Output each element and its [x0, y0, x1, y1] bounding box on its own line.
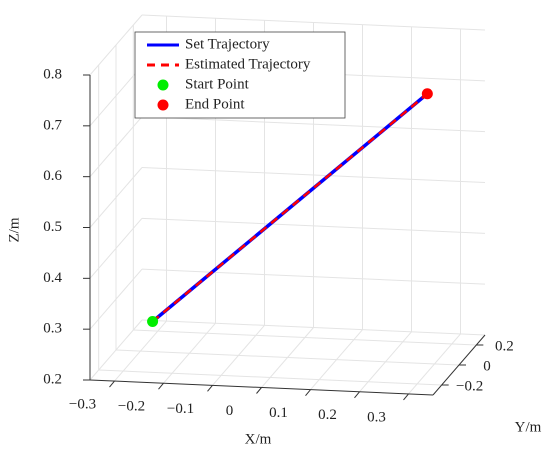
- z-tick-label: 0.8: [43, 66, 62, 82]
- x-tick-label: −0.3: [69, 397, 96, 413]
- z-tick-label: 0.4: [43, 270, 62, 286]
- grid-line: [133, 329, 477, 346]
- point-marker: [147, 316, 159, 328]
- legend-symbol: [157, 79, 169, 91]
- grid-line: [89, 65, 143, 127]
- legend-label: End Point: [185, 96, 245, 112]
- grid-line: [89, 116, 143, 177]
- grid-line: [89, 167, 143, 228]
- x-tick-label: −0.1: [167, 401, 194, 417]
- x-tick-label: 0.1: [269, 405, 288, 421]
- z-tick-label: 0.6: [43, 168, 62, 184]
- y-tick-label: 0.2: [495, 338, 514, 354]
- legend-label: Set Trajectory: [185, 36, 270, 52]
- y-tick-label: 0: [483, 358, 491, 374]
- grid-line: [89, 319, 143, 381]
- grid-line: [115, 349, 460, 366]
- z-tick-label: 0.5: [43, 219, 62, 235]
- grid-line: [141, 217, 486, 234]
- trajectory-line: [151, 92, 429, 323]
- x-tick-label: −0.2: [118, 399, 145, 415]
- z-axis-label: Z/m: [6, 217, 22, 242]
- grid-line: [141, 14, 486, 31]
- trajectory-line: [151, 92, 429, 323]
- x-axis-label: X/m: [245, 431, 272, 447]
- x-tick-label: 0.3: [367, 409, 386, 425]
- grid-line: [98, 369, 442, 386]
- z-tick-label: 0.3: [43, 321, 62, 337]
- x-tick: [256, 387, 262, 394]
- grid-line: [89, 218, 143, 279]
- x-tick-label: 0: [226, 403, 234, 419]
- x-tick-label: 0.2: [318, 407, 337, 423]
- x-tick: [158, 382, 164, 390]
- x-tick: [207, 385, 213, 392]
- point-marker: [421, 88, 433, 100]
- legend-label: Estimated Trajectory: [185, 56, 311, 72]
- legend-symbol: [157, 99, 169, 111]
- y-tick-label: −0.2: [456, 378, 483, 394]
- grid-line: [89, 14, 143, 76]
- y-axis-label: Y/m: [515, 419, 542, 435]
- z-tick-label: 0.2: [43, 371, 62, 387]
- x-tick: [354, 391, 360, 399]
- grid-line: [89, 268, 143, 330]
- grid-line: [141, 319, 486, 336]
- grid-line: [141, 268, 486, 285]
- x-tick: [109, 380, 115, 388]
- grid-line: [141, 116, 486, 133]
- x-tick: [403, 393, 409, 401]
- grid-line: [141, 167, 486, 183]
- x-tick: [305, 389, 311, 396]
- legend-label: Start Point: [185, 76, 250, 92]
- z-tick-label: 0.7: [43, 117, 62, 133]
